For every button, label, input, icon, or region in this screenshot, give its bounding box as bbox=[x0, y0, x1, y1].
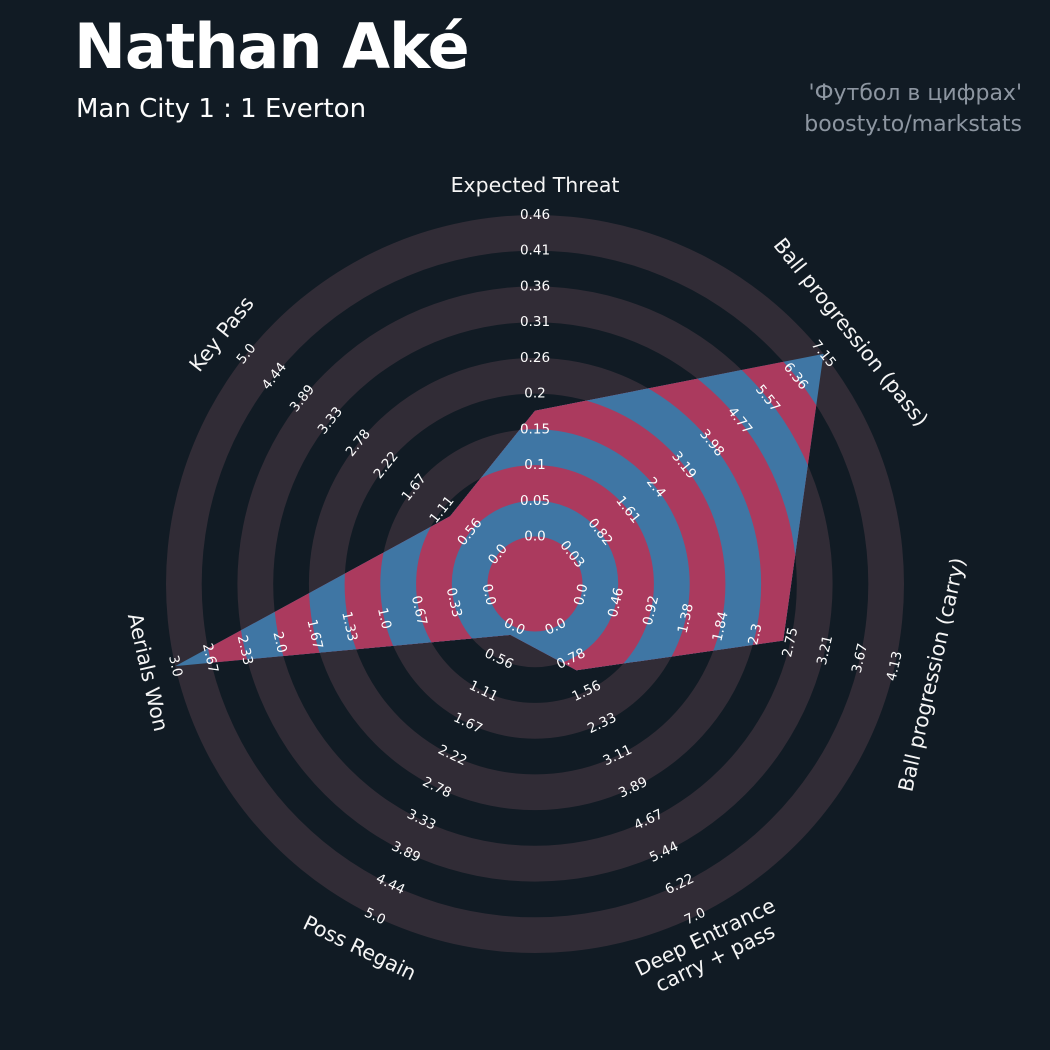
tick-label: 0.0 bbox=[524, 529, 545, 545]
tick-label: 1.84 bbox=[709, 610, 731, 643]
tick-label: 2.0 bbox=[270, 630, 290, 655]
tick-label: 0.2 bbox=[524, 386, 545, 402]
tick-label: 0.0 bbox=[571, 582, 591, 607]
match-subtitle: Man City 1 : 1 Everton bbox=[76, 94, 367, 124]
tick-label: 0.33 bbox=[443, 586, 465, 619]
tick-label: 0.46 bbox=[520, 207, 550, 223]
credit-line-1: 'Футбол в цифрах' bbox=[808, 81, 1022, 106]
tick-label: 1.33 bbox=[338, 610, 360, 643]
tick-label: 0.92 bbox=[640, 594, 662, 627]
credits: 'Футбол в цифрах' boosty.to/markstats bbox=[804, 78, 1022, 140]
tick-label: 3.0 bbox=[165, 654, 185, 679]
radar-ring-band bbox=[487, 536, 583, 632]
axis-label: Expected Threat bbox=[451, 173, 620, 197]
tick-label: 3.67 bbox=[849, 642, 871, 675]
tick-label: 1.0 bbox=[374, 606, 394, 631]
page-title: Nathan Aké bbox=[74, 10, 470, 83]
tick-label: 2.67 bbox=[199, 642, 221, 675]
credit-line-2: boosty.to/markstats bbox=[804, 112, 1022, 137]
tick-label: 4.13 bbox=[884, 650, 906, 683]
tick-label: 0.41 bbox=[520, 243, 550, 259]
tick-label: 0.67 bbox=[408, 594, 430, 627]
tick-label: 0.1 bbox=[524, 457, 545, 473]
tick-label: 0.05 bbox=[520, 493, 550, 509]
tick-label: 1.67 bbox=[303, 618, 325, 651]
tick-label: 0.36 bbox=[520, 278, 550, 294]
tick-label: 1.38 bbox=[675, 602, 697, 635]
tick-label: 0.0 bbox=[479, 582, 499, 607]
tick-label: 0.26 bbox=[520, 350, 550, 366]
tick-label: 0.31 bbox=[520, 314, 550, 330]
tick-label: 0.15 bbox=[520, 421, 550, 437]
tick-label: 3.21 bbox=[814, 634, 836, 667]
tick-label: 2.3 bbox=[745, 622, 765, 647]
tick-label: 0.46 bbox=[605, 586, 627, 619]
tick-label: 2.75 bbox=[779, 626, 801, 659]
tick-label: 2.33 bbox=[234, 634, 256, 667]
